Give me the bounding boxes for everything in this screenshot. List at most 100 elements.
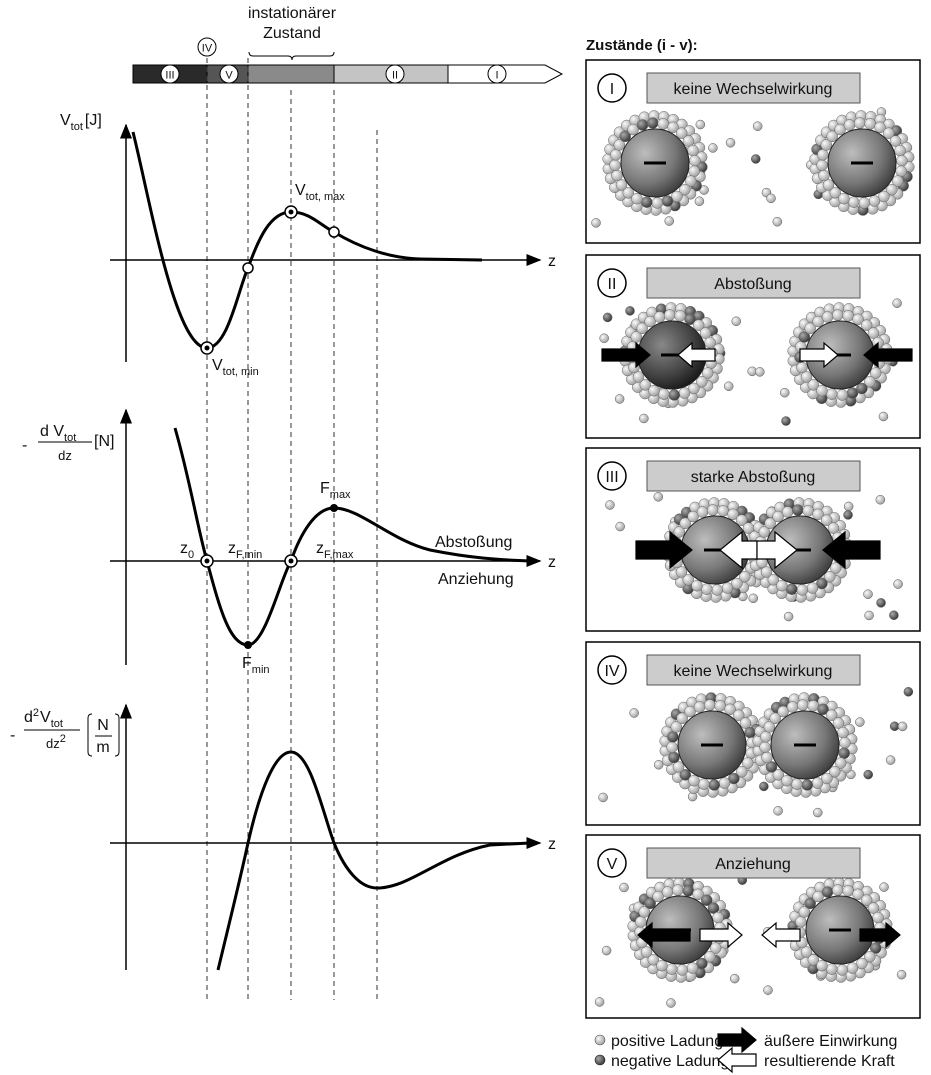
ion [664, 216, 674, 226]
ion [675, 566, 688, 578]
ion [741, 757, 754, 769]
ion [615, 179, 628, 191]
ion [804, 897, 816, 910]
external-arrow [717, 1026, 757, 1054]
charge-sign [851, 161, 873, 165]
ion [839, 737, 851, 749]
panel-label: IV [604, 663, 619, 680]
ion [651, 197, 663, 209]
ion [836, 964, 848, 976]
panel-text: starke Abstoßung [691, 469, 816, 486]
ion [601, 945, 612, 956]
ion [661, 195, 674, 207]
ion [731, 577, 743, 590]
ion [692, 888, 704, 901]
ion [661, 886, 674, 898]
ion [700, 894, 713, 906]
label-main: z [180, 540, 188, 557]
ion [769, 712, 781, 725]
ion [864, 375, 876, 388]
ion [653, 760, 664, 770]
ion [817, 149, 829, 161]
ion [668, 389, 680, 401]
ion [613, 139, 626, 151]
ion [744, 726, 756, 739]
ion [599, 333, 609, 344]
resulting-arrow [699, 921, 743, 949]
ion [783, 611, 794, 622]
ion [829, 562, 842, 574]
ion [708, 143, 718, 153]
ion [760, 731, 772, 743]
ion [704, 699, 716, 711]
ion [832, 717, 845, 729]
ion [856, 382, 868, 395]
ion [781, 774, 793, 787]
ion [666, 998, 676, 1008]
ion [827, 522, 840, 534]
ion [622, 187, 635, 199]
label-circle [597, 655, 627, 685]
label-sub: tot, min [223, 366, 259, 378]
ion [717, 505, 729, 517]
ion [842, 310, 854, 322]
ion [707, 504, 719, 516]
ion [829, 765, 841, 778]
marker-label: V [225, 70, 233, 82]
ion [732, 709, 745, 721]
ion [869, 942, 882, 954]
ion [679, 769, 692, 781]
attraction-label: Anziehung [438, 571, 514, 588]
ion [674, 310, 686, 322]
text-box [646, 72, 861, 104]
ion [807, 379, 820, 391]
ion [644, 897, 656, 910]
x-label: z [548, 836, 556, 853]
y-sub: tot [51, 718, 63, 730]
resulting-arrow [761, 921, 801, 949]
ion [728, 772, 740, 785]
ion [811, 777, 824, 789]
ion [647, 117, 659, 129]
ion [688, 165, 700, 177]
ion [760, 566, 773, 578]
ion [605, 500, 615, 510]
ion [763, 721, 776, 733]
ion [682, 135, 695, 147]
ion [773, 806, 783, 816]
ion [731, 316, 742, 327]
y-den-main: dz [46, 736, 60, 751]
y-num: d2Vtot [24, 707, 63, 730]
brace [248, 51, 335, 61]
marker-label: IV [202, 43, 213, 55]
ion [667, 731, 679, 743]
legend-text: positive Ladung [611, 1033, 723, 1050]
ion [673, 526, 686, 538]
ion [609, 159, 621, 171]
ion [802, 505, 814, 517]
charge-sign [704, 548, 726, 552]
point-dot [288, 558, 294, 564]
ion [684, 175, 697, 187]
point-dot [204, 558, 210, 564]
ion [688, 774, 700, 787]
ion [765, 761, 778, 773]
legend-text: resultierende Kraft [764, 1053, 895, 1070]
ion [781, 506, 794, 518]
ion [846, 962, 859, 974]
ion [834, 123, 846, 136]
ion [736, 765, 748, 778]
state-panel: IV keine Wechselwirkung [585, 641, 921, 826]
ion [724, 703, 736, 716]
ion [807, 954, 820, 966]
ion [694, 196, 705, 207]
ion [818, 169, 830, 182]
ion [635, 916, 647, 928]
ion [848, 196, 860, 208]
ion [816, 959, 828, 972]
label-main: V [212, 357, 223, 374]
marker-circle [487, 64, 507, 84]
charge-sign [661, 353, 683, 357]
ion [696, 375, 708, 388]
